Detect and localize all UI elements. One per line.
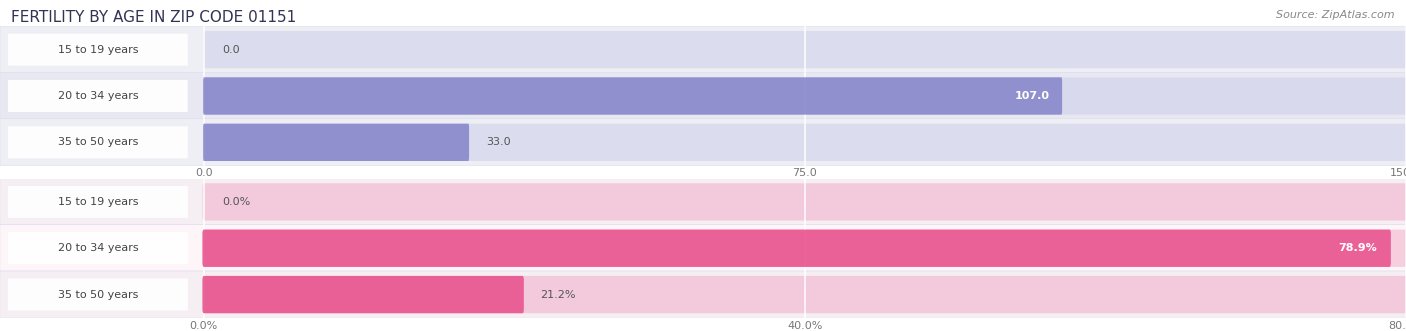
Text: 20 to 34 years: 20 to 34 years — [58, 91, 138, 101]
FancyBboxPatch shape — [202, 230, 1391, 267]
FancyBboxPatch shape — [0, 72, 1406, 119]
Text: 21.2%: 21.2% — [540, 290, 576, 300]
FancyBboxPatch shape — [202, 230, 1406, 267]
FancyBboxPatch shape — [0, 26, 1406, 73]
FancyBboxPatch shape — [8, 34, 188, 66]
Text: FERTILITY BY AGE IN ZIP CODE 01151: FERTILITY BY AGE IN ZIP CODE 01151 — [11, 10, 297, 25]
FancyBboxPatch shape — [8, 279, 188, 310]
FancyBboxPatch shape — [202, 31, 1406, 68]
Text: 35 to 50 years: 35 to 50 years — [58, 137, 138, 147]
FancyBboxPatch shape — [202, 77, 1062, 115]
Text: 33.0: 33.0 — [486, 137, 510, 147]
Text: 0.0%: 0.0% — [222, 197, 250, 207]
FancyBboxPatch shape — [0, 225, 1406, 272]
FancyBboxPatch shape — [8, 80, 188, 112]
FancyBboxPatch shape — [202, 77, 1406, 115]
FancyBboxPatch shape — [8, 186, 188, 218]
Text: Source: ZipAtlas.com: Source: ZipAtlas.com — [1277, 10, 1395, 20]
Text: 78.9%: 78.9% — [1339, 243, 1378, 253]
FancyBboxPatch shape — [0, 178, 1406, 225]
Text: 20 to 34 years: 20 to 34 years — [58, 243, 138, 253]
FancyBboxPatch shape — [202, 183, 1406, 220]
FancyBboxPatch shape — [202, 124, 470, 161]
FancyBboxPatch shape — [202, 276, 1406, 313]
Text: 107.0: 107.0 — [1014, 91, 1049, 101]
Text: 15 to 19 years: 15 to 19 years — [58, 197, 138, 207]
Text: 15 to 19 years: 15 to 19 years — [58, 45, 138, 55]
FancyBboxPatch shape — [202, 124, 1406, 161]
Text: 0.0: 0.0 — [222, 45, 239, 55]
FancyBboxPatch shape — [202, 276, 524, 313]
FancyBboxPatch shape — [8, 232, 188, 264]
Text: 35 to 50 years: 35 to 50 years — [58, 290, 138, 300]
FancyBboxPatch shape — [0, 119, 1406, 166]
FancyBboxPatch shape — [8, 126, 188, 158]
FancyBboxPatch shape — [0, 271, 1406, 318]
